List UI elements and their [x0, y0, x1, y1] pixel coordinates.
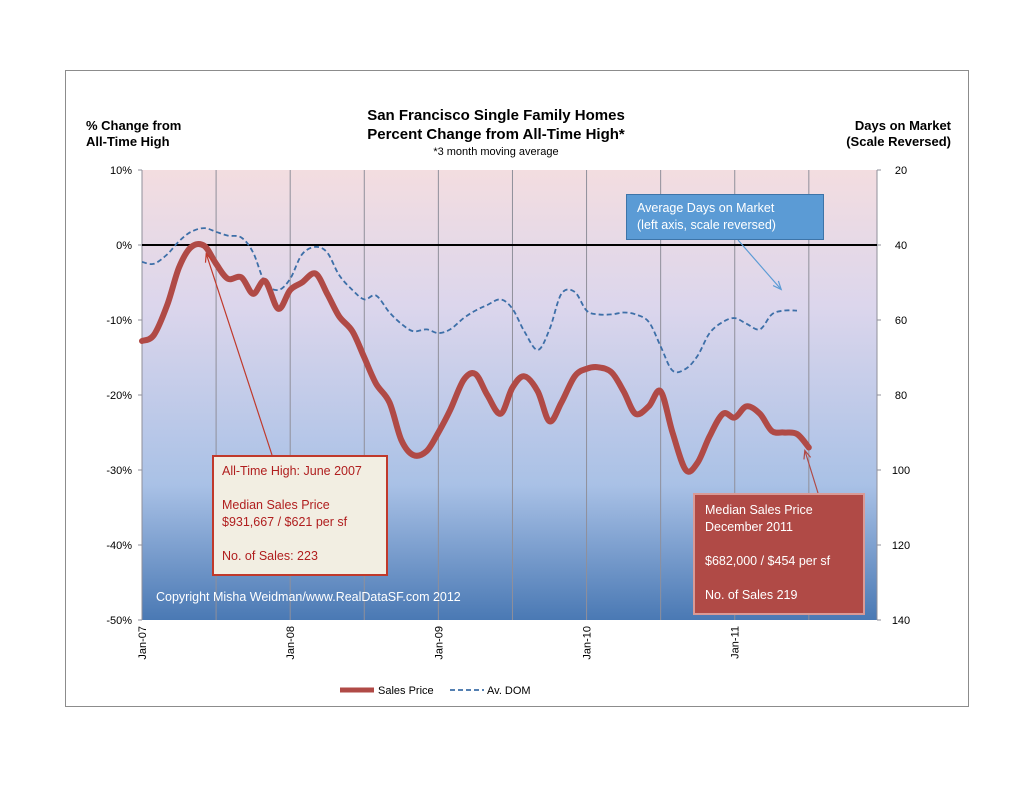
y-axis-left-title-line2: All-Time High	[86, 134, 170, 149]
x-tick-label: Jan-08	[285, 626, 297, 660]
y-axis-right-title-line2: (Scale Reversed)	[846, 134, 951, 149]
y-tick-left-label: -50%	[106, 615, 132, 627]
legend-label-av-dom: Av. DOM	[487, 685, 531, 697]
y-tick-left-label: -30%	[106, 465, 132, 477]
annotation-current-line1: Median Sales Price	[705, 503, 813, 517]
annotation-peak-line4: $931,667 / $621 per sf	[222, 515, 348, 529]
y-tick-right-label: 100	[892, 465, 910, 477]
y-tick-right-label: 140	[892, 615, 910, 627]
annotation-current-box: Median Sales Price December 2011 $682,00…	[693, 493, 865, 615]
annotation-peak-line3: Median Sales Price	[222, 498, 330, 512]
y-axis-right-title-line1: Days on Market	[855, 118, 952, 133]
series-line-av-dom	[141, 227, 798, 374]
annotation-current-arrow	[804, 450, 819, 494]
y-axis-right-ticks: 20 40 60 80 100 120 140	[877, 165, 910, 627]
annotation-dom-line1: Average Days on Market	[637, 201, 775, 215]
chart-title: San Francisco Single Family Homes	[367, 107, 625, 124]
y-tick-right-label: 20	[895, 165, 907, 177]
x-tick-label: Jan-07	[137, 626, 149, 660]
legend: Sales Price Av. DOM	[340, 685, 531, 697]
y-tick-left-label: 10%	[110, 165, 132, 177]
copyright-text: Copyright Misha Weidman/www.RealDataSF.c…	[156, 590, 461, 604]
chart-frame	[65, 70, 969, 707]
annotation-current-arrow-head	[803, 449, 812, 460]
y-tick-left-label: -20%	[106, 390, 132, 402]
x-tick-label: Jan-11	[730, 626, 742, 659]
annotation-dom-arrow	[737, 239, 782, 290]
y-tick-right-label: 120	[892, 540, 910, 552]
annotation-current-line6: No. of Sales 219	[705, 588, 798, 602]
annotation-peak-arrow-head	[204, 252, 213, 263]
series-line-sales-price	[139, 241, 812, 475]
x-axis-ticks: Jan-07 Jan-08 Jan-09 Jan-10 Jan-11	[137, 626, 742, 660]
annotation-peak-arrow	[205, 253, 273, 456]
annotation-dom-box: Average Days on Market (left axis, scale…	[626, 194, 824, 240]
y-tick-right-label: 80	[895, 390, 907, 402]
annotation-dom-arrow-head	[772, 280, 783, 291]
annotation-peak-line6: No. of Sales: 223	[222, 549, 318, 563]
y-tick-left-label: 0%	[116, 240, 132, 252]
x-tick-label: Jan-09	[433, 626, 445, 660]
y-tick-right-label: 60	[895, 315, 907, 327]
chart-subtitle: *3 month moving average	[433, 146, 558, 158]
y-tick-right-label: 40	[895, 240, 907, 252]
annotation-current-line2: December 2011	[705, 520, 794, 534]
y-tick-left-label: -40%	[106, 540, 132, 552]
y-tick-left-label: -10%	[106, 315, 132, 327]
x-tick-label: Jan-10	[582, 626, 594, 660]
y-axis-left-ticks: 10% 0% -10% -20% -30% -40% -50%	[106, 165, 142, 627]
y-axis-left-title-line1: % Change from	[86, 118, 181, 133]
annotation-peak-line1: All-Time High: June 2007	[222, 464, 362, 478]
annotation-arrows	[204, 239, 819, 494]
annotation-dom-line2: (left axis, scale reversed)	[637, 218, 776, 232]
annotation-current-line4: $682,000 / $454 per sf	[705, 554, 831, 568]
chart-title-line2: Percent Change from All-Time High*	[367, 126, 625, 143]
legend-label-sales-price: Sales Price	[378, 685, 434, 697]
annotation-peak-box: All-Time High: June 2007 Median Sales Pr…	[212, 455, 388, 576]
